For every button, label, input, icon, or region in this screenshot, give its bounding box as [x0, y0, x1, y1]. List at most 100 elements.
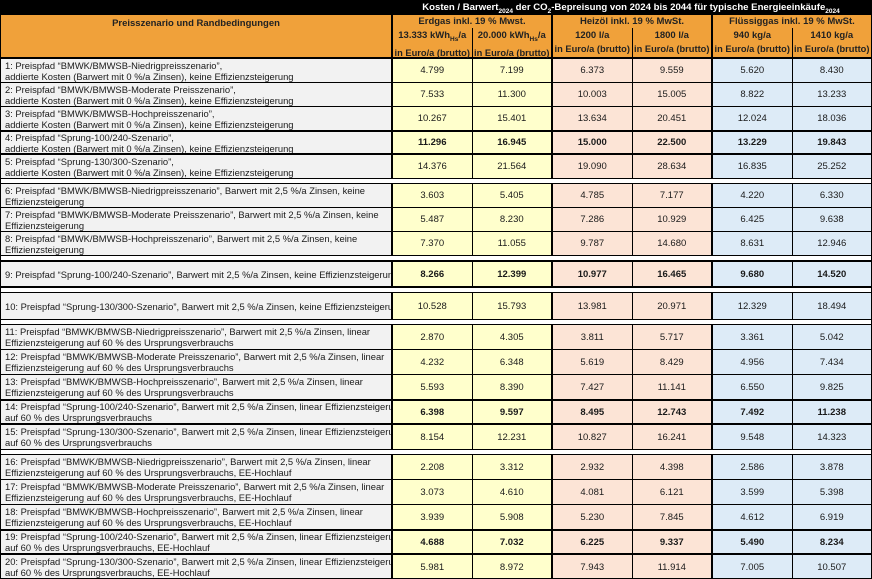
value-cell: 5.405: [471, 184, 551, 207]
scenario-label: 4: Preispfad “Sprung-100/240-Szenario”, a…: [1, 132, 391, 153]
column-header: 1800 l/a in Euro/a (brutto): [631, 28, 712, 57]
value-cell: 8.430: [791, 59, 871, 82]
section-separator: [1, 320, 871, 325]
scenario-label-line: Effizienzsteigerung: [5, 243, 85, 255]
scenario-label: 8: Preispfad “BMWK/BMWSB-Hochpreisszenar…: [1, 232, 391, 255]
table-title: Kosten / Barwert2024 der CO2-Bepreisung …: [422, 2, 840, 15]
section-separator: [1, 256, 871, 261]
table-row-10: 10: Preispfad “Sprung-130/300-Szenario”,…: [1, 293, 871, 320]
scenario-label: 6: Preispfad “BMWK/BMWSB-Niedrigpreissze…: [1, 184, 391, 207]
value-cell: 7.434: [791, 350, 871, 374]
value-cell: 3.361: [711, 325, 792, 349]
scenario-label-line: 12: Preispfad “BMWK/BMWSB-Moderate Preis…: [5, 351, 385, 362]
value-cell: 5.490: [711, 531, 792, 553]
scenario-label-line: auf 60 % des Ursprungsverbrauchs, EE-Hoc…: [5, 567, 210, 578]
scenario-label-line: 20: Preispfad “Sprung-130/300-Szenario”,…: [5, 556, 391, 567]
scenario-label-line: addierte Kosten (Barwert mit 0 %/a Zinse…: [5, 70, 294, 82]
value-cell: 5.620: [711, 59, 792, 82]
value-cell: 20.451: [631, 107, 711, 130]
scenario-label-line: auf 60 % des Ursprungsverbrauchs: [5, 412, 152, 423]
value-cell: 5.717: [631, 325, 711, 349]
value-cell: 9.638: [791, 208, 871, 231]
value-cell: 2.870: [391, 325, 472, 349]
value-cell: 9.825: [791, 375, 871, 399]
value-cell: 4.220: [711, 184, 792, 207]
value-cell: 6.330: [791, 184, 871, 207]
scenario-label: 2: Preispfad “BMWK/BMWSB-Moderate Preiss…: [1, 83, 391, 106]
value-cell: 13.981: [551, 293, 632, 319]
scenario-label-line: Effizienzsteigerung auf 60 % des Ursprun…: [5, 337, 234, 348]
value-cell: 5.042: [791, 325, 871, 349]
column-header: 20.000 kWhHs/a in Euro/a (brutto): [471, 28, 552, 60]
value-cell: 20.971: [631, 293, 711, 319]
scenario-label: 9: Preispfad “Sprung-100/240-Szenario”, …: [1, 262, 391, 286]
value-cell: 12.231: [471, 425, 551, 449]
column-header: 13.333 kWhHs/a in Euro/a (brutto): [393, 28, 472, 60]
value-cell: 9.787: [551, 232, 632, 255]
scenario-label: 13: Preispfad “BMWK/BMWSB-Hochpreisszena…: [1, 375, 391, 399]
value-cell: 7.005: [711, 555, 792, 578]
table-row-6: 6: Preispfad “BMWK/BMWSB-Niedrigpreissze…: [1, 184, 871, 208]
value-cell: 9.597: [471, 401, 551, 423]
column-quantity-label: 1800 l/a: [654, 30, 689, 41]
scenario-label-line: auf 60 % des Ursprungsverbrauchs: [5, 437, 152, 448]
value-cell: 5.487: [391, 208, 472, 231]
value-cell: 5.230: [551, 505, 632, 529]
value-cell: 6.121: [631, 480, 711, 504]
scenario-label: 1: Preispfad “BMWK/BMWSB-Niedrigpreissze…: [1, 59, 391, 82]
scenario-label-line: 8: Preispfad “BMWK/BMWSB-Hochpreisszenar…: [5, 232, 358, 244]
group-header-label: Erdgas inkl. 19 % Mwst.: [418, 16, 526, 27]
table-row-19: 19: Preispfad “Sprung-100/240-Szenario”,…: [1, 530, 871, 555]
scenario-label-line: Effizienzsteigerung: [5, 219, 85, 231]
value-cell: 3.312: [471, 455, 551, 479]
value-cell: 2.586: [711, 455, 792, 479]
value-cell: 16.465: [631, 262, 711, 286]
column-groups: Erdgas inkl. 19 % Mwst. 13.333 kWhHs/a in …: [391, 15, 871, 60]
table-row-18: 18: Preispfad “BMWK/BMWSB-Hochpreisszena…: [1, 505, 871, 530]
section-separator: [1, 179, 871, 184]
column-quantity-label: 940 kg/a: [733, 30, 772, 41]
column-quantity-label: 1410 kg/a: [810, 30, 854, 41]
value-cell: 11.914: [631, 555, 711, 578]
table-row-11: 11: Preispfad “BMWK/BMWSB-Niedrigpreissz…: [1, 325, 871, 350]
scenario-label: 17: Preispfad “BMWK/BMWSB-Moderate Preis…: [1, 480, 391, 504]
value-cell: 14.520: [791, 262, 871, 286]
title-spacer: [1, 1, 391, 15]
value-cell: 19.090: [551, 155, 632, 178]
value-cell: 8.972: [471, 555, 551, 578]
value-cell: 12.399: [471, 262, 551, 286]
value-cell: 10.929: [631, 208, 711, 231]
value-cell: 16.835: [711, 155, 792, 178]
column-header: 1410 kg/a in Euro/a (brutto): [791, 28, 872, 57]
value-cell: 9.680: [711, 262, 792, 286]
table-row-17: 17: Preispfad “BMWK/BMWSB-Moderate Preis…: [1, 480, 871, 505]
value-cell: 7.943: [551, 555, 632, 578]
value-cell: 10.267: [391, 107, 472, 130]
value-cell: 11.238: [791, 401, 871, 423]
scenario-label-line: 18: Preispfad “BMWK/BMWSB-Hochpreisszena…: [5, 506, 363, 517]
value-cell: 8.154: [391, 425, 472, 449]
value-cell: 3.599: [711, 480, 792, 504]
column-header: 940 kg/a in Euro/a (brutto): [713, 28, 792, 57]
column-unit-label: in Euro/a (brutto): [554, 44, 630, 54]
value-cell: 7.370: [391, 232, 472, 255]
value-cell: 4.956: [711, 350, 792, 374]
value-cell: 10.003: [551, 83, 632, 106]
scenario-label-line: 13: Preispfad “BMWK/BMWSB-Hochpreisszena…: [5, 376, 363, 387]
value-cell: 6.425: [711, 208, 792, 231]
value-cell: 14.323: [791, 425, 871, 449]
column-unit-label: in Euro/a (brutto): [714, 44, 790, 54]
value-cell: 4.688: [391, 531, 472, 553]
value-cell: 8.429: [631, 350, 711, 374]
table-row-20: 20: Preispfad “Sprung-130/300-Szenario”,…: [1, 555, 871, 578]
value-cell: 15.793: [471, 293, 551, 319]
scenario-label: 12: Preispfad “BMWK/BMWSB-Moderate Preis…: [1, 350, 391, 374]
scenario-label-line: addierte Kosten (Barwert mit 0 %/a Zinse…: [5, 142, 294, 154]
column-group-3: Flüssiggas inkl. 19 % MwSt. 940 kg/a in Eu…: [711, 15, 871, 57]
value-cell: 10.827: [551, 425, 632, 449]
scenario-label: 19: Preispfad “Sprung-100/240-Szenario”,…: [1, 531, 391, 553]
scenario-label-line: 11: Preispfad “BMWK/BMWSB-Niedrigpreissz…: [5, 326, 371, 337]
value-cell: 12.024: [711, 107, 792, 130]
value-cell: 3.939: [391, 505, 472, 529]
